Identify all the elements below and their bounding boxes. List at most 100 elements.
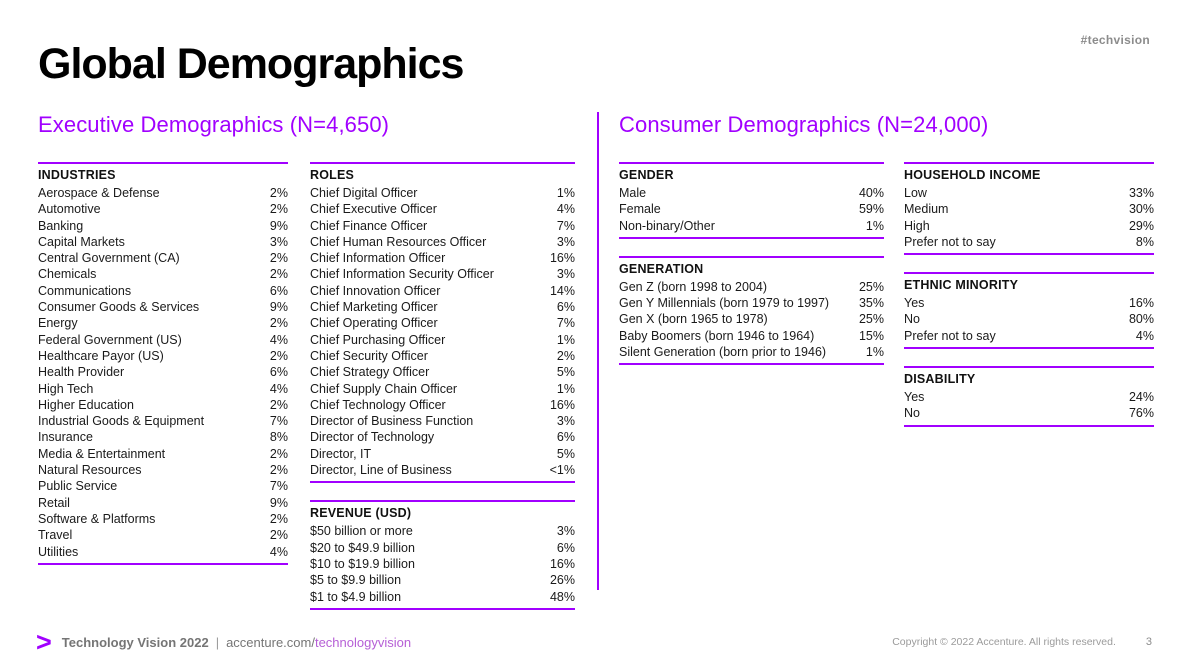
table-row: Higher Education 2% [38,397,288,413]
row-value: 29% [1128,218,1154,233]
row-value: 30% [1128,202,1154,217]
table-row: Chief Technology Officer 16% [310,397,575,413]
table-row: Male 40% [619,185,884,201]
row-value: 7% [269,479,288,494]
row-label: Chief Finance Officer [310,218,428,233]
row-value: 15% [858,328,884,343]
row-value: 2% [269,186,288,200]
hashtag-techvision: #techvision [1080,33,1150,47]
row-label: Chief Technology Officer [310,397,446,412]
row-value: 6% [269,365,288,380]
technologyvision-link[interactable]: technologyvision [314,634,412,650]
row-value: 1% [556,381,575,396]
generation-table: GENERATION Gen Z (born 1998 to 2004) 25% Ge… [619,255,884,366]
row-value: 4% [269,332,288,347]
row-value: 1% [865,218,884,233]
row-value: 2% [269,397,288,412]
row-label: No [904,312,920,327]
row-label: Utilities [38,544,79,559]
table-row: Public Service 7% [38,478,288,494]
row-value: 7% [556,218,575,233]
row-label: Chief Innovation Officer [310,283,441,298]
disability-table: DISABILITY Yes 24% No 76% [904,366,1154,427]
row-value: 2% [269,463,288,478]
row-label: Travel [38,528,73,543]
row-value: 80% [1128,312,1154,327]
row-value: 16% [549,251,575,266]
page-title: Global Demographics [38,40,464,88]
row-value: 24% [1128,390,1154,405]
row-label: Healthcare Payor (US) [38,348,164,363]
accenture-arrow-icon: > [36,627,52,657]
table-row: Chief Supply Chain Officer 1% [310,381,575,397]
row-label: Consumer Goods & Services [38,300,200,315]
copyright-text: Copyright © 2022 Accenture. All rights r… [892,636,1116,648]
row-label: Director of Business Function [310,414,474,429]
table-row: Industrial Goods & Equipment 7% [38,413,288,429]
row-value: 6% [556,430,575,445]
revenue-table: REVENUE (USD) $50 billion or more 3% $20 to… [310,500,575,610]
table-row: Health Provider 6% [38,364,288,380]
row-value: 6% [269,283,288,298]
footer-url-prefix: accenture.com/ [226,634,315,650]
row-label: Prefer not to say [904,328,996,343]
row-label: Chief Operating Officer [310,316,438,331]
roles-table: ROLES Chief Digital Officer 1% Chief Execut… [310,162,575,484]
row-label: Chief Marketing Officer [310,300,438,315]
row-value: 3% [556,414,575,429]
footer-separator: | [215,634,220,650]
row-value: 9% [269,218,288,233]
row-label: Central Government (CA) [38,251,180,266]
row-value: 9% [269,300,288,315]
row-label: $1 to $4.9 billion [310,589,402,604]
row-value: 8% [1135,234,1154,249]
row-value: 2% [269,316,288,331]
row-label: Chief Human Resources Officer [310,234,487,249]
table-row: Chief Security Officer 2% [310,348,575,364]
row-value: 16% [1128,296,1154,311]
vertical-divider [597,112,599,590]
row-label: Higher Education [38,397,134,412]
row-value: 9% [269,495,288,510]
footer-left: > Technology Vision 2022 | accenture.com… [36,627,412,657]
table-row: Software & Platforms 2% [38,511,288,527]
row-value: 4% [556,202,575,217]
table-row: Medium 30% [904,201,1154,217]
table-row: Female 59% [619,201,884,217]
content-area: Executive Demographics (N=4,650) INDUSTR… [38,112,1154,627]
row-value: 2% [269,251,288,266]
executive-columns: INDUSTRIES Aerospace & Defense 2% Automotiv… [38,162,575,627]
footer-right: Copyright © 2022 Accenture. All rights r… [892,636,1152,648]
row-label: Federal Government (US) [38,332,182,347]
row-label: Gen X (born 1965 to 1978) [619,312,768,327]
row-value: 1% [556,186,575,200]
row-label: Gen Z (born 1998 to 2004) [619,279,768,294]
row-label: Automotive [38,202,101,217]
row-label: Communications [38,283,132,298]
table-row: Banking 9% [38,218,288,234]
row-value: 1% [556,332,575,347]
row-label: Chief Information Officer [310,251,446,266]
row-label: Chief Security Officer [310,348,428,363]
row-label: Banking [38,218,84,233]
row-value: 33% [1128,186,1154,200]
row-label: $20 to $49.9 billion [310,540,415,555]
table-row: High Tech 4% [38,381,288,397]
table-row: Chief Marketing Officer 6% [310,299,575,315]
row-label: Natural Resources [38,463,142,478]
table-row: Aerospace & Defense 2% [38,185,288,201]
table-row: Energy 2% [38,315,288,331]
table-row: Director of Business Function 3% [310,413,575,429]
table-row: Chief Information Security Officer 3% [310,266,575,282]
row-value: 4% [269,544,288,559]
row-label: Yes [904,390,925,405]
table-row: Low 33% [904,185,1154,201]
table-row: Chief Digital Officer 1% [310,185,575,201]
row-label: High Tech [38,381,94,396]
consumer-column-1: GENDER Male 40% Female 59% Non-binary/Other 1%… [619,162,884,444]
table-row: High 29% [904,218,1154,234]
table-row: Capital Markets 3% [38,234,288,250]
row-value: 5% [556,446,575,461]
row-value: 2% [269,528,288,543]
row-label: Non-binary/Other [619,218,715,233]
